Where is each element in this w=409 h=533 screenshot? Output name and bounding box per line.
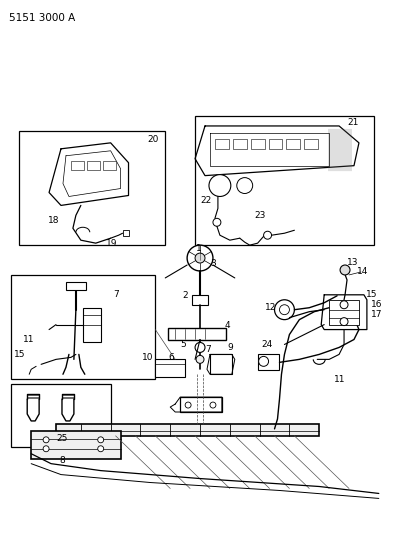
- Circle shape: [195, 253, 204, 263]
- Bar: [250, 139, 264, 149]
- Text: 22: 22: [200, 196, 211, 205]
- Circle shape: [279, 305, 289, 314]
- Bar: [257, 354, 279, 370]
- Circle shape: [97, 437, 103, 443]
- Bar: [83, 308, 101, 343]
- Bar: [87, 161, 99, 169]
- Circle shape: [43, 437, 49, 443]
- Circle shape: [258, 357, 268, 366]
- Text: 7: 7: [113, 290, 119, 300]
- Text: 5151 3000 A: 5151 3000 A: [9, 13, 75, 23]
- Circle shape: [212, 219, 220, 227]
- Text: 5: 5: [180, 340, 185, 349]
- Text: 3: 3: [209, 259, 215, 268]
- Circle shape: [263, 231, 271, 239]
- Bar: [328, 300, 358, 325]
- Bar: [11, 275, 155, 379]
- Circle shape: [339, 318, 347, 326]
- Text: 8: 8: [59, 456, 65, 465]
- Text: 15: 15: [14, 350, 26, 359]
- Bar: [180, 397, 221, 412]
- Bar: [122, 230, 128, 236]
- Circle shape: [97, 446, 103, 452]
- Circle shape: [185, 402, 191, 408]
- Bar: [303, 139, 317, 149]
- Text: 20: 20: [147, 135, 158, 144]
- Circle shape: [236, 177, 252, 193]
- Circle shape: [196, 356, 204, 364]
- Text: 7: 7: [204, 345, 210, 354]
- Circle shape: [339, 265, 349, 275]
- Bar: [19, 131, 165, 245]
- Bar: [102, 161, 115, 169]
- Circle shape: [187, 245, 212, 271]
- Text: 12: 12: [264, 303, 275, 312]
- Text: 24: 24: [261, 340, 272, 349]
- Text: 14: 14: [356, 268, 367, 277]
- Text: 13: 13: [346, 257, 357, 266]
- Text: 9: 9: [227, 343, 233, 352]
- Bar: [31, 431, 120, 459]
- Text: 6: 6: [168, 353, 173, 362]
- Circle shape: [209, 175, 230, 197]
- Text: 2: 2: [182, 292, 187, 300]
- Circle shape: [274, 300, 294, 320]
- Text: 15: 15: [365, 290, 376, 300]
- Bar: [286, 139, 300, 149]
- Bar: [71, 161, 83, 169]
- Bar: [268, 139, 282, 149]
- Text: 4: 4: [224, 321, 230, 330]
- Bar: [66, 282, 85, 290]
- Text: 18: 18: [48, 216, 59, 225]
- Text: 21: 21: [346, 118, 357, 127]
- Text: 23: 23: [254, 211, 265, 220]
- Circle shape: [339, 301, 347, 309]
- Text: 16: 16: [370, 300, 382, 309]
- Circle shape: [43, 446, 49, 452]
- Text: 19: 19: [106, 239, 117, 248]
- Circle shape: [195, 343, 204, 352]
- Text: 1: 1: [196, 244, 201, 253]
- Bar: [232, 139, 246, 149]
- Circle shape: [209, 402, 216, 408]
- Text: 11: 11: [333, 375, 345, 384]
- Bar: [168, 328, 225, 340]
- Bar: [155, 359, 185, 377]
- Bar: [209, 354, 231, 374]
- Text: 25: 25: [56, 434, 67, 443]
- Bar: [192, 295, 207, 305]
- Bar: [195, 116, 373, 245]
- Text: 11: 11: [23, 335, 35, 344]
- Bar: [56, 424, 319, 436]
- Bar: [11, 384, 110, 447]
- Text: 10: 10: [142, 353, 153, 362]
- Text: 17: 17: [370, 310, 382, 319]
- Bar: [214, 139, 228, 149]
